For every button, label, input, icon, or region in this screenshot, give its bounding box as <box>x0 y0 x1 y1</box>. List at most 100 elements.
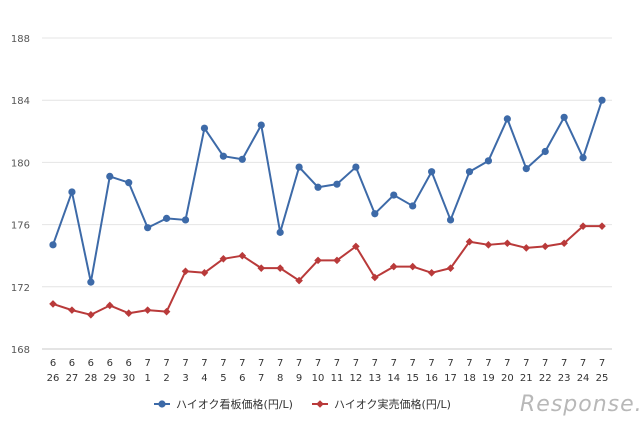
x-tick-label-month: 7 <box>428 358 434 369</box>
x-tick-label-day: 30 <box>122 373 135 384</box>
x-tick-label-month: 7 <box>466 358 472 369</box>
data-point <box>408 262 417 271</box>
data-point <box>465 168 474 176</box>
y-tick-label: 168 <box>11 345 30 356</box>
x-tick-label-month: 7 <box>144 358 150 369</box>
x-tick-label-month: 6 <box>107 358 113 369</box>
data-point <box>238 155 246 163</box>
x-tick-label-month: 7 <box>599 358 605 369</box>
data-point <box>219 152 227 160</box>
data-point <box>598 96 606 104</box>
x-axis-ticks: 6266276286296307172737475767778797107117… <box>47 358 609 384</box>
data-point <box>144 224 152 232</box>
data-point <box>314 256 322 265</box>
x-tick-label-day: 10 <box>312 373 325 384</box>
x-tick-label-month: 6 <box>88 358 94 369</box>
data-point <box>409 202 417 210</box>
x-tick-label-day: 12 <box>350 373 363 384</box>
x-tick-label-month: 7 <box>353 358 359 369</box>
x-tick-label-day: 16 <box>425 373 438 384</box>
y-tick-label: 188 <box>11 34 30 45</box>
x-tick-label-day: 26 <box>47 373 60 384</box>
x-tick-label-day: 21 <box>520 373 533 384</box>
x-tick-label-day: 3 <box>182 373 188 384</box>
data-point <box>522 244 531 252</box>
data-point <box>257 121 265 129</box>
data-point <box>125 179 133 187</box>
data-point <box>68 188 76 196</box>
series-1 <box>49 96 606 286</box>
data-point <box>162 307 171 316</box>
data-point <box>371 210 379 218</box>
legend-item: ハイオク看板価格(円/L) <box>154 397 293 411</box>
data-point <box>257 264 266 272</box>
data-point <box>49 300 57 308</box>
data-point <box>560 239 568 248</box>
data-point <box>371 273 379 282</box>
data-point <box>124 309 133 318</box>
data-point <box>143 306 152 314</box>
data-point <box>503 115 511 123</box>
data-point <box>390 191 398 199</box>
x-tick-label-month: 7 <box>542 358 548 369</box>
x-tick-label-month: 7 <box>258 358 264 369</box>
x-tick-label-month: 7 <box>485 358 491 369</box>
x-tick-label-month: 7 <box>504 358 510 369</box>
legend: ハイオク看板価格(円/L) ハイオク実売価格(円/L) <box>154 397 451 411</box>
x-tick-label-day: 22 <box>539 373 552 384</box>
data-point <box>49 241 57 249</box>
data-point <box>503 239 512 248</box>
data-point <box>181 216 190 224</box>
x-tick-label-day: 13 <box>368 373 381 384</box>
data-point <box>579 154 587 162</box>
data-point <box>276 264 284 272</box>
x-tick-label-month: 7 <box>447 358 453 369</box>
grid-lines <box>42 37 612 350</box>
data-point <box>465 237 474 246</box>
x-tick-label-day: 2 <box>163 373 169 384</box>
x-tick-label-day: 14 <box>387 373 400 384</box>
data-point <box>333 256 341 265</box>
x-tick-label-day: 23 <box>558 373 571 384</box>
data-point <box>352 242 360 251</box>
series-line <box>52 99 603 284</box>
x-tick-label-month: 7 <box>334 358 340 369</box>
x-tick-label-day: 28 <box>84 373 97 384</box>
y-tick-label: 172 <box>11 283 30 294</box>
data-point <box>333 180 341 188</box>
x-tick-label-day: 6 <box>239 373 245 384</box>
data-point <box>446 264 455 272</box>
x-tick-label-month: 6 <box>69 358 75 369</box>
x-tick-label-day: 5 <box>220 373 226 384</box>
x-tick-label-month: 7 <box>410 358 416 369</box>
x-tick-label-month: 7 <box>296 358 302 369</box>
x-tick-label-month: 7 <box>561 358 567 369</box>
x-tick-label-month: 7 <box>523 358 529 369</box>
series-line <box>52 225 602 316</box>
series-group <box>49 96 606 319</box>
x-tick-label-month: 7 <box>163 358 169 369</box>
x-tick-label-day: 18 <box>463 373 476 384</box>
data-point <box>598 222 606 230</box>
data-point <box>219 255 228 263</box>
x-tick-label-day: 11 <box>331 373 344 384</box>
data-point <box>389 262 398 271</box>
legend-label: ハイオク看板価格(円/L) <box>176 397 293 411</box>
data-point <box>427 269 436 277</box>
x-tick-label-day: 20 <box>501 373 514 384</box>
data-point <box>352 163 360 171</box>
data-point <box>579 222 587 230</box>
data-point <box>295 163 303 171</box>
y-axis-ticks: 168 172 176 180 184 188 <box>11 34 30 356</box>
y-tick-label: 176 <box>11 221 30 232</box>
x-tick-label-day: 17 <box>444 373 457 384</box>
data-point <box>522 165 530 173</box>
x-tick-label-day: 27 <box>66 373 79 384</box>
series-2 <box>49 222 606 319</box>
data-point <box>68 306 76 314</box>
data-point <box>162 214 171 222</box>
data-point <box>484 157 493 165</box>
x-tick-label-day: 7 <box>258 373 264 384</box>
x-tick-label-month: 7 <box>372 358 378 369</box>
